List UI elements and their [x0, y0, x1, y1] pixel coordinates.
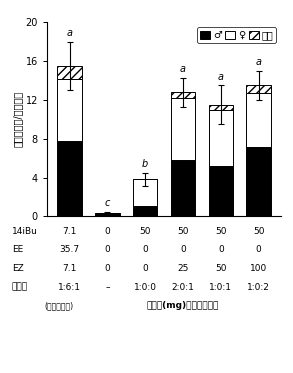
Text: a: a: [67, 28, 73, 38]
Text: 0: 0: [256, 245, 261, 254]
Text: (現行成分比): (現行成分比): [44, 301, 73, 310]
Bar: [95, 213, 120, 214]
Bar: [246, 93, 271, 147]
Text: 1:6:1: 1:6:1: [58, 283, 81, 292]
Bar: [57, 141, 82, 216]
Text: 1:0:2: 1:0:2: [247, 283, 270, 292]
Text: 0: 0: [142, 245, 148, 254]
Text: 0: 0: [180, 245, 186, 254]
Text: 50: 50: [215, 264, 226, 273]
Bar: [171, 160, 195, 216]
Text: 7.1: 7.1: [62, 227, 77, 236]
Text: 35.7: 35.7: [59, 245, 80, 254]
Bar: [133, 179, 157, 206]
Text: a: a: [255, 57, 262, 67]
Text: 2:0:1: 2:0:1: [171, 283, 195, 292]
Y-axis label: 平均誘殺数/トラップ: 平均誘殺数/トラップ: [13, 91, 23, 147]
Text: 50: 50: [215, 227, 226, 236]
Bar: [95, 214, 120, 216]
Bar: [246, 85, 271, 93]
Bar: [133, 206, 157, 216]
Bar: [209, 105, 233, 110]
Text: –: –: [105, 283, 110, 292]
Text: 0: 0: [218, 245, 224, 254]
Text: 100: 100: [250, 264, 267, 273]
Text: 14iBu: 14iBu: [12, 227, 38, 236]
Text: 0: 0: [105, 264, 110, 273]
Text: 25: 25: [177, 264, 189, 273]
Text: 0: 0: [142, 264, 148, 273]
Text: b: b: [142, 159, 148, 169]
Bar: [171, 98, 195, 160]
Text: 50: 50: [253, 227, 264, 236]
Text: 1:0:0: 1:0:0: [134, 283, 157, 292]
Text: 成分比: 成分比: [12, 283, 28, 292]
Bar: [57, 66, 82, 79]
Text: a: a: [218, 72, 224, 82]
Text: EE: EE: [12, 245, 23, 254]
Text: 誘引源(mg)および成分比: 誘引源(mg)および成分比: [147, 301, 219, 310]
Text: c: c: [105, 198, 110, 208]
Text: 0: 0: [105, 227, 110, 236]
Legend: ♂, ♀, 幼虫: ♂, ♀, 幼虫: [197, 27, 276, 43]
Text: a: a: [180, 64, 186, 74]
Bar: [246, 147, 271, 216]
Bar: [57, 79, 82, 141]
Bar: [209, 166, 233, 216]
Bar: [209, 110, 233, 166]
Text: 50: 50: [139, 227, 151, 236]
Text: EZ: EZ: [12, 264, 23, 273]
Text: 7.1: 7.1: [62, 264, 77, 273]
Bar: [171, 92, 195, 98]
Text: 0: 0: [105, 245, 110, 254]
Text: 50: 50: [177, 227, 189, 236]
Text: 1:0:1: 1:0:1: [209, 283, 232, 292]
